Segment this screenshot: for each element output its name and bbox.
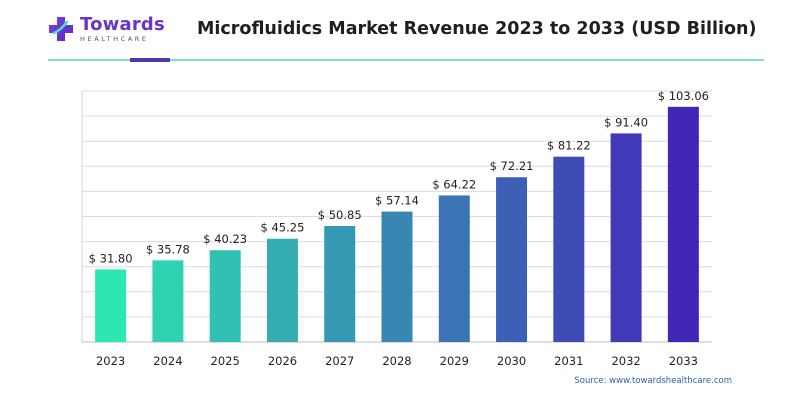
- value-label-2028: $ 57.14: [375, 194, 419, 208]
- bar-2031: [553, 156, 585, 342]
- x-tick-label-2026: 2026: [268, 354, 297, 368]
- value-label-2029: $ 64.22: [432, 177, 476, 191]
- value-label-2030: $ 72.21: [490, 159, 534, 173]
- x-tick-label-2028: 2028: [382, 354, 411, 368]
- bar-2033: [667, 106, 699, 342]
- value-label-2024: $ 35.78: [146, 242, 190, 256]
- value-label-2025: $ 40.23: [203, 232, 247, 246]
- value-label-2031: $ 81.22: [547, 139, 591, 153]
- x-tick-label-2023: 2023: [96, 354, 125, 368]
- bar-2028: [381, 211, 413, 342]
- bar-2025: [209, 250, 241, 342]
- value-label-2027: $ 50.85: [318, 208, 362, 222]
- value-label-2032: $ 91.40: [604, 115, 648, 129]
- bar-2026: [266, 238, 298, 342]
- source-note: Source: www.towardshealthcare.com: [574, 376, 732, 386]
- medical-cross-logo-icon: [49, 17, 73, 42]
- value-label-2033: $ 103.06: [658, 89, 709, 103]
- logo-name: Towards: [80, 14, 165, 35]
- x-tick-label-2025: 2025: [211, 354, 240, 368]
- logo-subtitle: HEALTHCARE: [80, 35, 149, 43]
- bar-2030: [496, 177, 528, 342]
- bar-2027: [324, 225, 356, 342]
- value-label-2023: $ 31.80: [89, 251, 133, 265]
- x-tick-label-2033: 2033: [669, 354, 698, 368]
- x-tick-label-2030: 2030: [497, 354, 526, 368]
- bar-2023: [95, 269, 127, 342]
- bar-2032: [610, 133, 642, 342]
- x-tick-label-2031: 2031: [554, 354, 583, 368]
- brand-logo: Towards HEALTHCARE: [48, 16, 165, 43]
- header-divider: [48, 59, 764, 61]
- chart-title: Microfluidics Market Revenue 2023 to 203…: [197, 19, 757, 39]
- x-tick-label-2024: 2024: [153, 354, 182, 368]
- x-tick-label-2032: 2032: [611, 354, 640, 368]
- x-tick-label-2029: 2029: [440, 354, 469, 368]
- x-tick-label-2027: 2027: [325, 354, 354, 368]
- bar-2024: [152, 260, 184, 342]
- header-divider-accent: [130, 58, 170, 62]
- bar-2029: [438, 195, 470, 342]
- value-label-2026: $ 45.25: [261, 221, 305, 235]
